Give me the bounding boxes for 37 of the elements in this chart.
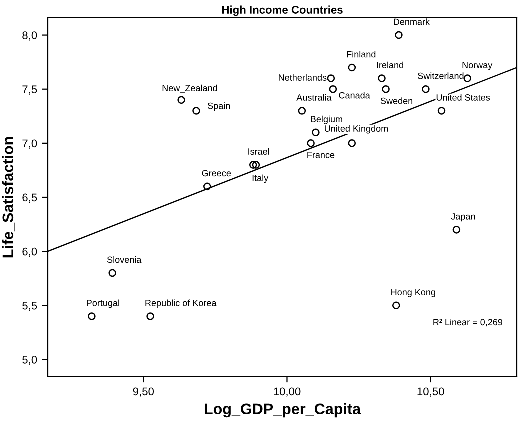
annotation: Republic of Korea [146, 300, 217, 308]
x-axis-title: Log_GDP_per_Capita [204, 403, 362, 418]
annotation: United States [436, 94, 490, 101]
annotation: Finland [347, 51, 376, 58]
annotation: New_Zealand [162, 84, 218, 94]
y-axis-title: Life_Satisfaction [2, 137, 16, 258]
annotation: Israel [248, 148, 270, 155]
annotation: Japan [451, 214, 476, 222]
y-tick-label: 5,5 [22, 302, 38, 312]
x-tick-label: 10,50 [418, 388, 444, 397]
annotation: Portugal [87, 300, 120, 308]
annotation: Belgium [311, 116, 342, 124]
annotation: Canada [339, 92, 370, 99]
annotation: Switzerland [418, 72, 464, 80]
y-tick-label: 6,0 [22, 248, 38, 258]
x-tick-label: 9,50 [133, 388, 154, 397]
annotation: France [308, 152, 335, 158]
x-tick-label: 10,00 [274, 388, 301, 397]
annotation: Ireland [377, 62, 404, 68]
chart-title: High Income Countries [222, 6, 343, 16]
annotation: R² Linear = 0,269 [434, 318, 503, 327]
y-tick-label: 7,0 [22, 140, 38, 149]
annotation: Greece [202, 170, 232, 177]
annotation: Italy [252, 174, 269, 184]
annotation: Denmark [394, 18, 430, 26]
annotation: Norway [462, 62, 493, 70]
annotation: Slovenia [107, 256, 142, 264]
y-tick-label: 7,5 [22, 86, 38, 95]
y-tick-label: 8,0 [22, 32, 38, 41]
annotation: United Kingdom [325, 125, 388, 134]
annotation: Sweden [380, 98, 413, 104]
annotation: Netherlands [279, 74, 327, 81]
y-tick-label: 5,0 [22, 356, 38, 366]
annotation: Hong Kong [392, 289, 436, 298]
y-tick-label: 6,5 [22, 194, 38, 203]
annotation: Spain [208, 102, 230, 112]
annotation: Australia [296, 94, 332, 101]
